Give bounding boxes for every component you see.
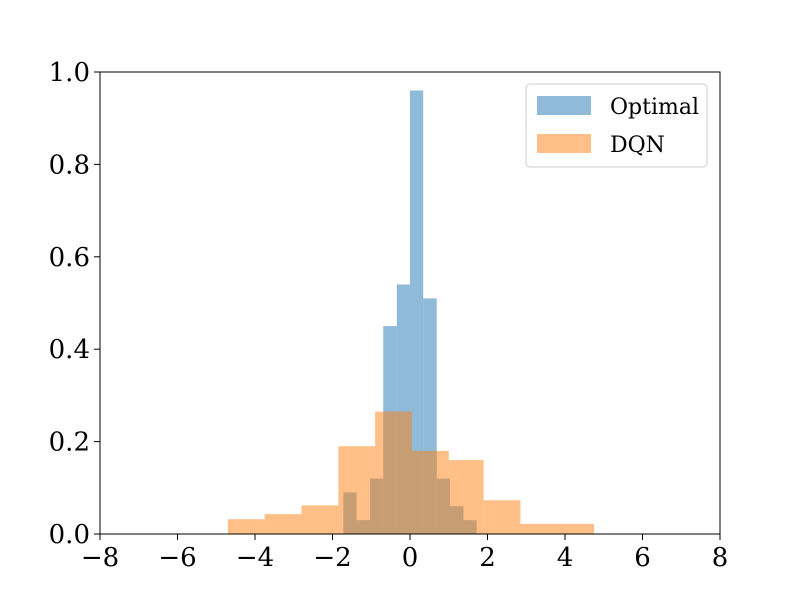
legend-label-optimal: Optimal: [610, 95, 699, 120]
x-tick-label: −4: [236, 543, 274, 573]
x-tick-label: −2: [313, 543, 351, 573]
x-axis: −8 −6 −4 −2 0 2 4 6 8: [81, 534, 728, 573]
bar-dqn-6: [448, 460, 484, 534]
y-tick-label: 0.0: [49, 520, 90, 550]
x-tick-label: −6: [158, 543, 196, 573]
bar-dqn-8: [520, 523, 595, 534]
y-tick-label: 0.6: [49, 243, 90, 273]
bar-dqn-3: [338, 446, 376, 534]
bar-optimal-5: [410, 90, 424, 534]
y-tick-label: 0.8: [49, 150, 90, 180]
legend-label-dqn: DQN: [610, 133, 665, 158]
legend-swatch-dqn: [537, 134, 591, 153]
bar-dqn-5: [411, 450, 449, 534]
y-tick-label: 0.4: [49, 335, 90, 365]
legend-swatch-optimal: [537, 96, 591, 115]
x-tick-label: 2: [479, 543, 496, 573]
legend: Optimal DQN: [525, 83, 708, 168]
x-tick-label: 6: [634, 543, 651, 573]
bar-dqn-2: [301, 505, 339, 534]
bar-dqn-7: [483, 500, 521, 534]
bars-layer: [227, 90, 595, 534]
y-tick-label: 0.2: [49, 428, 90, 458]
x-tick-label: 8: [712, 543, 729, 573]
y-tick-label: 1.0: [49, 58, 90, 88]
bar-dqn-1: [264, 514, 302, 534]
bar-dqn-0: [227, 519, 265, 534]
x-tick-label: 4: [557, 543, 574, 573]
x-tick-label: 0: [402, 543, 419, 573]
x-tick-label: −8: [81, 543, 119, 573]
bar-dqn-4: [375, 411, 412, 534]
y-axis: 0.0 0.2 0.4 0.6 0.8 1.0: [49, 58, 100, 550]
